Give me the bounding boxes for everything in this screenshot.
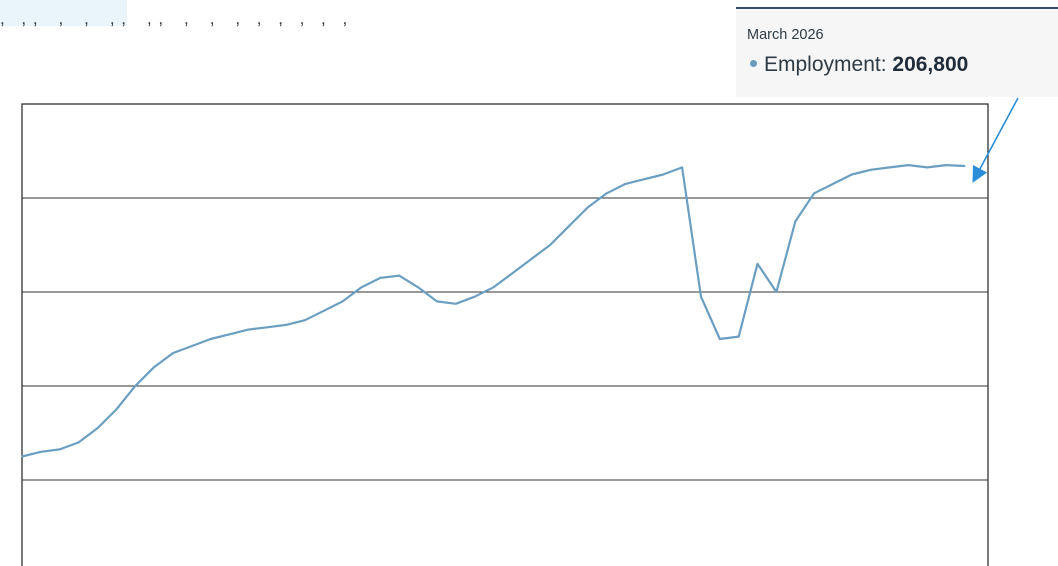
data-point <box>191 345 193 347</box>
data-point <box>700 296 702 298</box>
data-point <box>247 329 249 331</box>
data-point <box>40 451 42 453</box>
data-point <box>964 165 966 167</box>
data-point <box>549 244 551 246</box>
series-dot-icon <box>750 59 757 67</box>
data-point <box>436 300 438 302</box>
data-point <box>210 338 212 340</box>
tooltip-date: March 2026 <box>747 27 824 43</box>
data-point <box>96 427 98 429</box>
data-point <box>681 166 683 168</box>
data-point <box>756 263 759 265</box>
data-point <box>398 275 400 277</box>
data-point <box>455 303 457 305</box>
data-point <box>172 352 174 354</box>
data-point <box>21 455 23 458</box>
data-point <box>511 272 513 274</box>
data-point <box>907 164 910 166</box>
data-point <box>115 408 117 411</box>
data-point <box>662 173 664 176</box>
cut-off-caption: , ' , , '' , '' , '' , , '' , , '' , '' … <box>0 20 420 44</box>
data-point <box>945 164 947 166</box>
data-point <box>323 310 325 312</box>
data-point <box>775 291 778 293</box>
data-point <box>304 319 306 321</box>
data-point <box>228 333 231 335</box>
data-point <box>889 166 891 168</box>
data-point <box>417 286 419 288</box>
tooltip-pointer-arrow <box>972 97 1019 183</box>
data-point <box>738 336 740 338</box>
data-point <box>719 338 721 340</box>
data-point <box>492 286 495 288</box>
data-point <box>794 220 796 223</box>
data-point <box>153 366 155 368</box>
data-point <box>643 178 646 180</box>
data-point <box>870 169 872 171</box>
data-point <box>285 324 287 326</box>
data-point <box>530 258 532 260</box>
data-point <box>606 192 608 194</box>
data-point <box>360 286 363 288</box>
caption-text-fragment: , ' , , '' , '' , '' , , '' , , '' , '' … <box>0 20 348 27</box>
series-point-marks <box>21 164 966 458</box>
data-point <box>379 277 381 279</box>
tooltip-series-row: Employment: 206,800 <box>750 53 968 77</box>
data-point <box>59 448 61 450</box>
grid-lines <box>22 197 988 481</box>
data-point <box>832 183 834 185</box>
data-tooltip: March 2026 Employment: 206,800 <box>736 7 1058 97</box>
data-point <box>78 441 80 443</box>
data-point <box>587 206 589 208</box>
data-point <box>474 296 476 298</box>
employment-series-line <box>21 164 966 458</box>
data-point <box>813 192 815 194</box>
data-point <box>568 225 570 227</box>
data-point <box>134 385 136 387</box>
data-point <box>266 326 268 328</box>
data-point <box>851 173 853 176</box>
data-point <box>926 166 928 168</box>
plot-area-frame <box>21 103 989 566</box>
data-point <box>342 300 344 302</box>
highlight-box <box>0 0 127 26</box>
data-point <box>624 183 627 185</box>
tooltip-series-label: Employment: <box>764 53 887 76</box>
tooltip-value: 206,800 <box>892 53 969 76</box>
